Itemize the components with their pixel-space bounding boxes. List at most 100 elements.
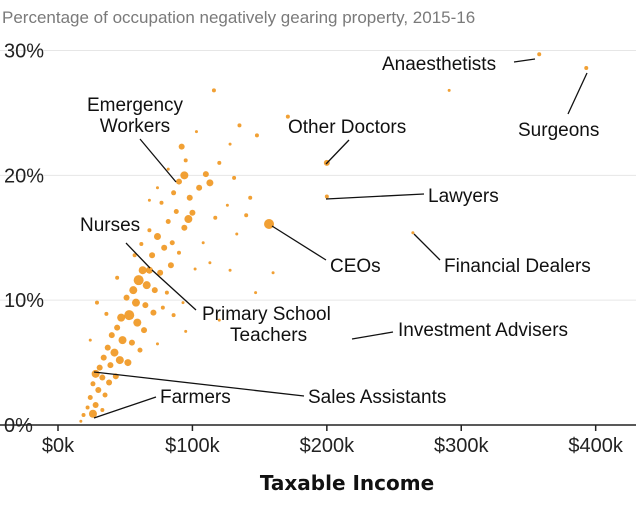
data-point — [194, 130, 198, 134]
data-point — [104, 344, 111, 351]
x-tick-label: $200k — [300, 435, 355, 457]
data-point — [161, 244, 168, 251]
data-point — [85, 405, 90, 410]
data-point — [189, 209, 196, 216]
annotation-leader — [139, 138, 177, 183]
data-point — [237, 123, 242, 128]
data-point — [90, 381, 96, 387]
data-point — [228, 268, 232, 272]
data-point — [133, 318, 142, 327]
data-point — [128, 339, 135, 346]
data-point — [264, 219, 275, 230]
annotation-label: Anaesthetists — [382, 54, 496, 75]
data-point — [213, 215, 218, 220]
y-tick-label: 0% — [4, 415, 33, 437]
chart-title: Percentage of occupation negatively gear… — [2, 8, 475, 27]
data-point — [141, 327, 148, 334]
data-point — [447, 88, 451, 92]
data-point — [206, 179, 214, 187]
data-point — [160, 305, 165, 310]
data-point — [171, 190, 177, 196]
data-point — [137, 347, 143, 353]
data-point — [254, 291, 258, 295]
data-point — [155, 342, 159, 346]
data-point — [171, 313, 176, 318]
data-point — [102, 392, 108, 398]
data-point — [110, 348, 119, 357]
data-point — [118, 336, 127, 345]
data-point — [186, 194, 193, 201]
data-point — [211, 88, 216, 93]
y-tick-label: 30% — [4, 40, 44, 62]
data-point — [254, 133, 259, 138]
data-point — [217, 318, 221, 322]
data-point — [95, 387, 102, 394]
data-point — [181, 301, 185, 305]
data-point — [184, 329, 188, 333]
data-point — [155, 186, 159, 190]
data-point — [96, 364, 103, 371]
data-point — [244, 213, 249, 218]
data-point — [285, 114, 290, 119]
data-point — [180, 171, 189, 180]
data-point — [184, 215, 193, 224]
annotation-leaders — [93, 58, 588, 419]
data-point — [142, 281, 151, 290]
y-tick-label: 20% — [4, 165, 44, 187]
data-point — [107, 362, 114, 369]
annotation-leader — [125, 242, 151, 269]
data-point — [115, 356, 124, 365]
data-point — [235, 232, 239, 236]
data-point — [584, 65, 589, 70]
annotation-leader — [325, 193, 425, 200]
data-point — [132, 253, 137, 258]
annotation-label: Sales Assistants — [308, 387, 446, 408]
x-tick-label: $300k — [434, 435, 489, 457]
data-point — [324, 194, 329, 199]
data-point — [100, 408, 105, 413]
data-point — [167, 262, 174, 269]
data-point — [138, 266, 147, 275]
data-point — [124, 310, 135, 321]
x-tick-label: $400k — [568, 435, 623, 457]
data-point — [92, 402, 99, 409]
annotation-label: Farmers — [160, 387, 231, 408]
data-point — [139, 241, 144, 246]
data-point — [115, 275, 120, 280]
data-point — [100, 354, 107, 361]
data-point — [129, 286, 138, 295]
x-axis-label: Taxable Income — [260, 471, 434, 495]
data-point — [133, 275, 144, 286]
annotation-label: Other Doctors — [288, 117, 406, 138]
data-point — [169, 240, 175, 246]
data-point — [91, 369, 100, 378]
data-point — [145, 266, 153, 274]
data-point — [181, 224, 188, 231]
data-point — [232, 175, 237, 180]
data-point — [88, 338, 92, 342]
data-point — [149, 252, 156, 259]
x-tick-label: $100k — [165, 435, 220, 457]
data-point — [114, 324, 121, 331]
data-point — [104, 311, 109, 316]
annotation-leader — [513, 58, 536, 63]
data-point — [147, 228, 152, 233]
data-point — [208, 261, 212, 265]
annotation-label: Financial Dealers — [444, 256, 591, 277]
data-point — [196, 184, 203, 191]
data-point — [164, 290, 169, 295]
data-point — [173, 209, 179, 215]
data-point — [159, 200, 164, 205]
data-points — [79, 52, 589, 423]
annotation-label: Lawyers — [428, 186, 499, 207]
data-point — [123, 294, 130, 301]
annotation-label: CEOs — [330, 256, 381, 277]
data-point — [79, 419, 83, 423]
annotation-leader — [93, 371, 305, 397]
data-point — [201, 241, 205, 245]
data-point — [147, 198, 151, 202]
data-point — [537, 52, 542, 57]
data-point — [108, 332, 115, 339]
data-point — [150, 309, 157, 316]
